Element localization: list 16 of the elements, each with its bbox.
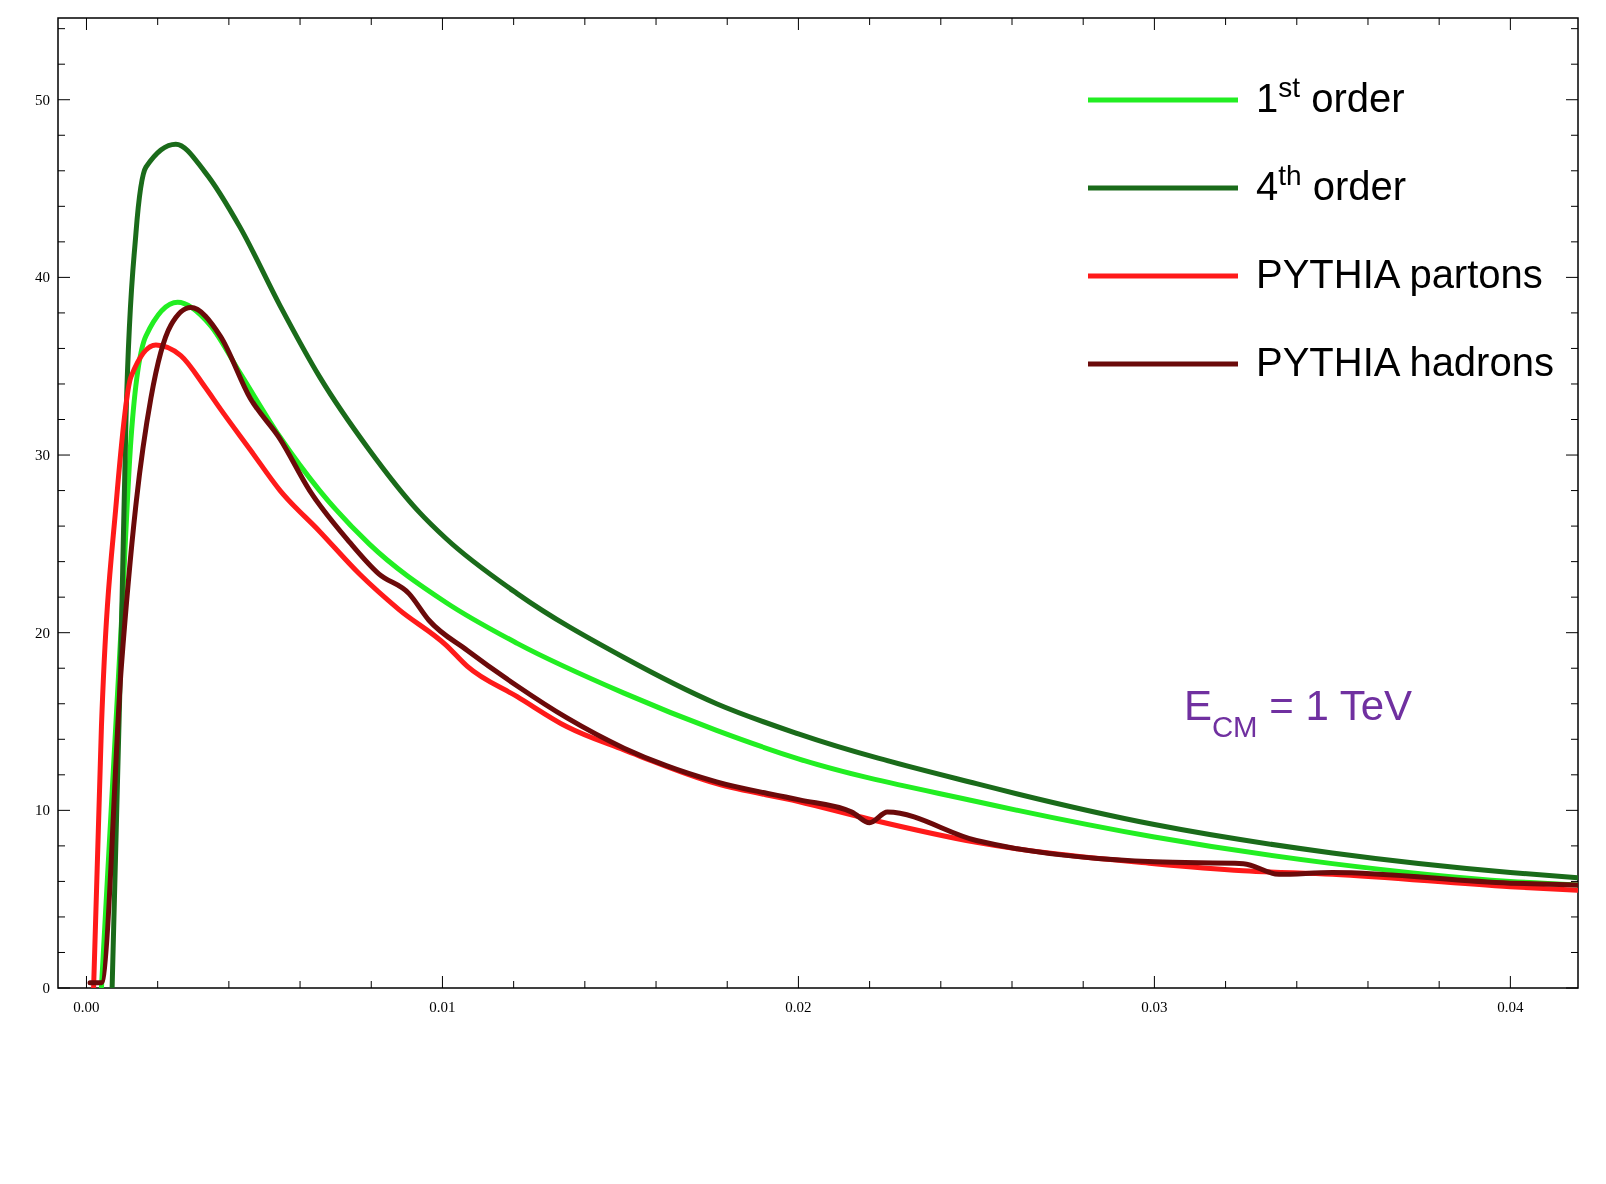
y-tick-label: 10 <box>35 802 50 819</box>
x-tick-label: 0.01 <box>429 999 456 1015</box>
y-tick-label: 30 <box>35 447 50 464</box>
x-tick-label: 0.00 <box>73 999 100 1015</box>
x-tick-label: 0.04 <box>1497 999 1524 1015</box>
y-tick-label: 20 <box>35 624 50 641</box>
y-tick-label: 50 <box>35 91 50 108</box>
y-tick-label: 0 <box>42 980 50 996</box>
y-tick-label: 40 <box>35 269 50 286</box>
x-tick-label: 0.03 <box>1141 999 1168 1015</box>
legend-label: PYTHIA partons <box>1256 252 1543 296</box>
annotation: E$_{CM}$ = 1 TeV <box>1183 682 1413 743</box>
x-tick-label: 0.02 <box>785 999 812 1015</box>
legend-label: PYTHIA hadrons <box>1256 340 1554 384</box>
legend-label: 4$^{th}$ order <box>1256 159 1407 208</box>
legend-label: 1$^{st}$ order <box>1256 71 1405 120</box>
